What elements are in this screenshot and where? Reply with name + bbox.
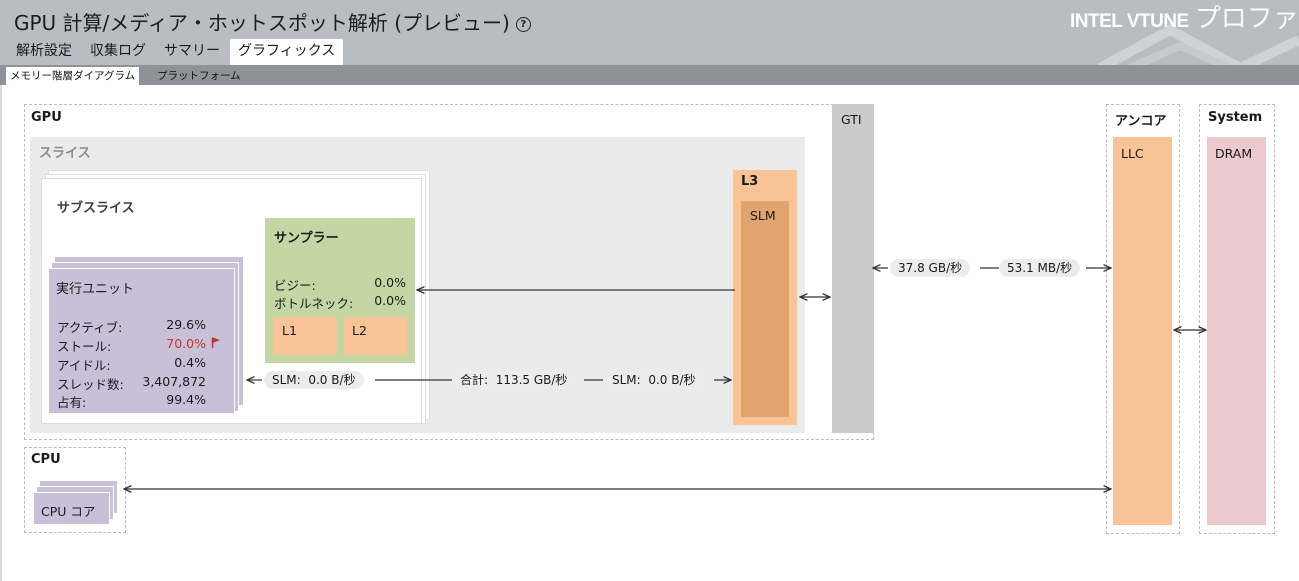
dram-label: DRAM xyxy=(1215,146,1253,161)
execution-unit[interactable] xyxy=(48,268,235,414)
cpu-core[interactable] xyxy=(33,492,110,525)
eu-idle-value: 0.4% xyxy=(174,355,206,370)
total-bandwidth-value: 113.5 GB/秒 xyxy=(495,373,568,387)
gti-read-bandwidth: 37.8 GB/秒 xyxy=(890,259,971,277)
cache-l1-label: L1 xyxy=(282,323,297,338)
cpu-label: CPU xyxy=(31,452,61,467)
slm-block[interactable] xyxy=(741,201,789,417)
eu-stall-value: 70.0% xyxy=(166,336,206,351)
help-icon[interactable]: ? xyxy=(515,17,531,32)
eu-active-value: 29.6% xyxy=(166,317,206,332)
left-edge-rule xyxy=(0,85,2,581)
brand-main-text: INTEL VTUNE xyxy=(1070,11,1189,32)
dram-block[interactable] xyxy=(1207,137,1266,525)
eu-threads-value: 3,407,872 xyxy=(142,374,206,389)
eu-stall-label: ストール: xyxy=(57,339,112,354)
slice-label: スライス xyxy=(39,146,91,161)
eu-occupancy-label: 占有: xyxy=(57,395,87,410)
eu-threads-label: スレッド数: xyxy=(57,377,124,392)
eu-slm-bandwidth: SLM: 0.0 B/秒 xyxy=(264,371,364,389)
sampler-busy-label: ビジー: xyxy=(274,278,316,293)
tab-graphics[interactable]: グラフィックス xyxy=(230,39,344,65)
tab-summary[interactable]: サマリー xyxy=(164,43,220,59)
brand-sub-text: プロファイ xyxy=(1194,3,1299,33)
gpu-label: GPU xyxy=(31,110,62,125)
gti-block[interactable] xyxy=(832,104,874,433)
l3-slm-bandwidth-value: 0.0 B/秒 xyxy=(648,373,696,387)
slm-label: SLM xyxy=(750,208,776,223)
total-bandwidth-label: 合計: xyxy=(460,373,489,387)
l3-label: L3 xyxy=(741,174,759,189)
eu-idle-label: アイドル: xyxy=(57,358,111,373)
main-tabs: 解析設定 収集ログ サマリー グラフィックス xyxy=(8,39,345,65)
subtab-platform[interactable]: プラットフォーム xyxy=(157,70,241,82)
gti-write-bandwidth: 53.1 MB/秒 xyxy=(999,259,1081,277)
tab-analysis-settings[interactable]: 解析設定 xyxy=(16,43,72,59)
analysis-title-text: GPU 計算/メディア・ホットスポット解析 (プレビュー) xyxy=(14,11,510,35)
product-brand: INTEL VTUNEプロファイ xyxy=(1070,0,1299,35)
subslice-label: サブスライス xyxy=(57,201,135,216)
eu-slm-bandwidth-value: 0.0 B/秒 xyxy=(308,373,356,387)
l3-slm-bandwidth-label: SLM: xyxy=(612,373,641,387)
llc-block[interactable] xyxy=(1113,137,1172,525)
analysis-title: GPU 計算/メディア・ホットスポット解析 (プレビュー)? xyxy=(14,7,531,36)
sampler-title: サンプラー xyxy=(274,231,339,246)
header-bar: GPU 計算/メディア・ホットスポット解析 (プレビュー)? INTEL VTU… xyxy=(0,0,1299,68)
eu-occupancy-value: 99.4% xyxy=(166,392,206,407)
sampler-busy-value: 0.0% xyxy=(374,275,406,290)
stall-flag-icon xyxy=(211,337,220,348)
subtab-memory-hierarchy[interactable]: メモリー階層ダイアグラム xyxy=(6,67,140,85)
eu-active-label: アクティブ: xyxy=(57,320,123,335)
sampler-bottleneck-value: 0.0% xyxy=(374,293,406,308)
subtabs-bar: メモリー階層ダイアグラム プラットフォーム xyxy=(0,65,1299,85)
cache-l2-label: L2 xyxy=(352,323,367,338)
cache-l1[interactable] xyxy=(273,317,337,355)
gti-label: GTI xyxy=(841,112,862,127)
llc-label: LLC xyxy=(1121,146,1144,161)
l3-slm-bandwidth: SLM: 0.0 B/秒 xyxy=(604,371,704,389)
execution-unit-title: 実行ユニット xyxy=(56,282,135,297)
total-bandwidth: 合計: 113.5 GB/秒 xyxy=(452,371,576,389)
uncore-label: アンコア xyxy=(1115,114,1167,129)
tab-collection-log[interactable]: 収集ログ xyxy=(90,43,146,59)
system-label: System xyxy=(1208,110,1263,125)
cpu-core-label: CPU コア xyxy=(41,504,96,519)
brand-decoration-icon xyxy=(1097,24,1299,68)
cache-l2[interactable] xyxy=(344,317,407,355)
eu-slm-bandwidth-label: SLM: xyxy=(272,373,301,387)
sampler-bottleneck-label: ボトルネック: xyxy=(274,296,354,311)
